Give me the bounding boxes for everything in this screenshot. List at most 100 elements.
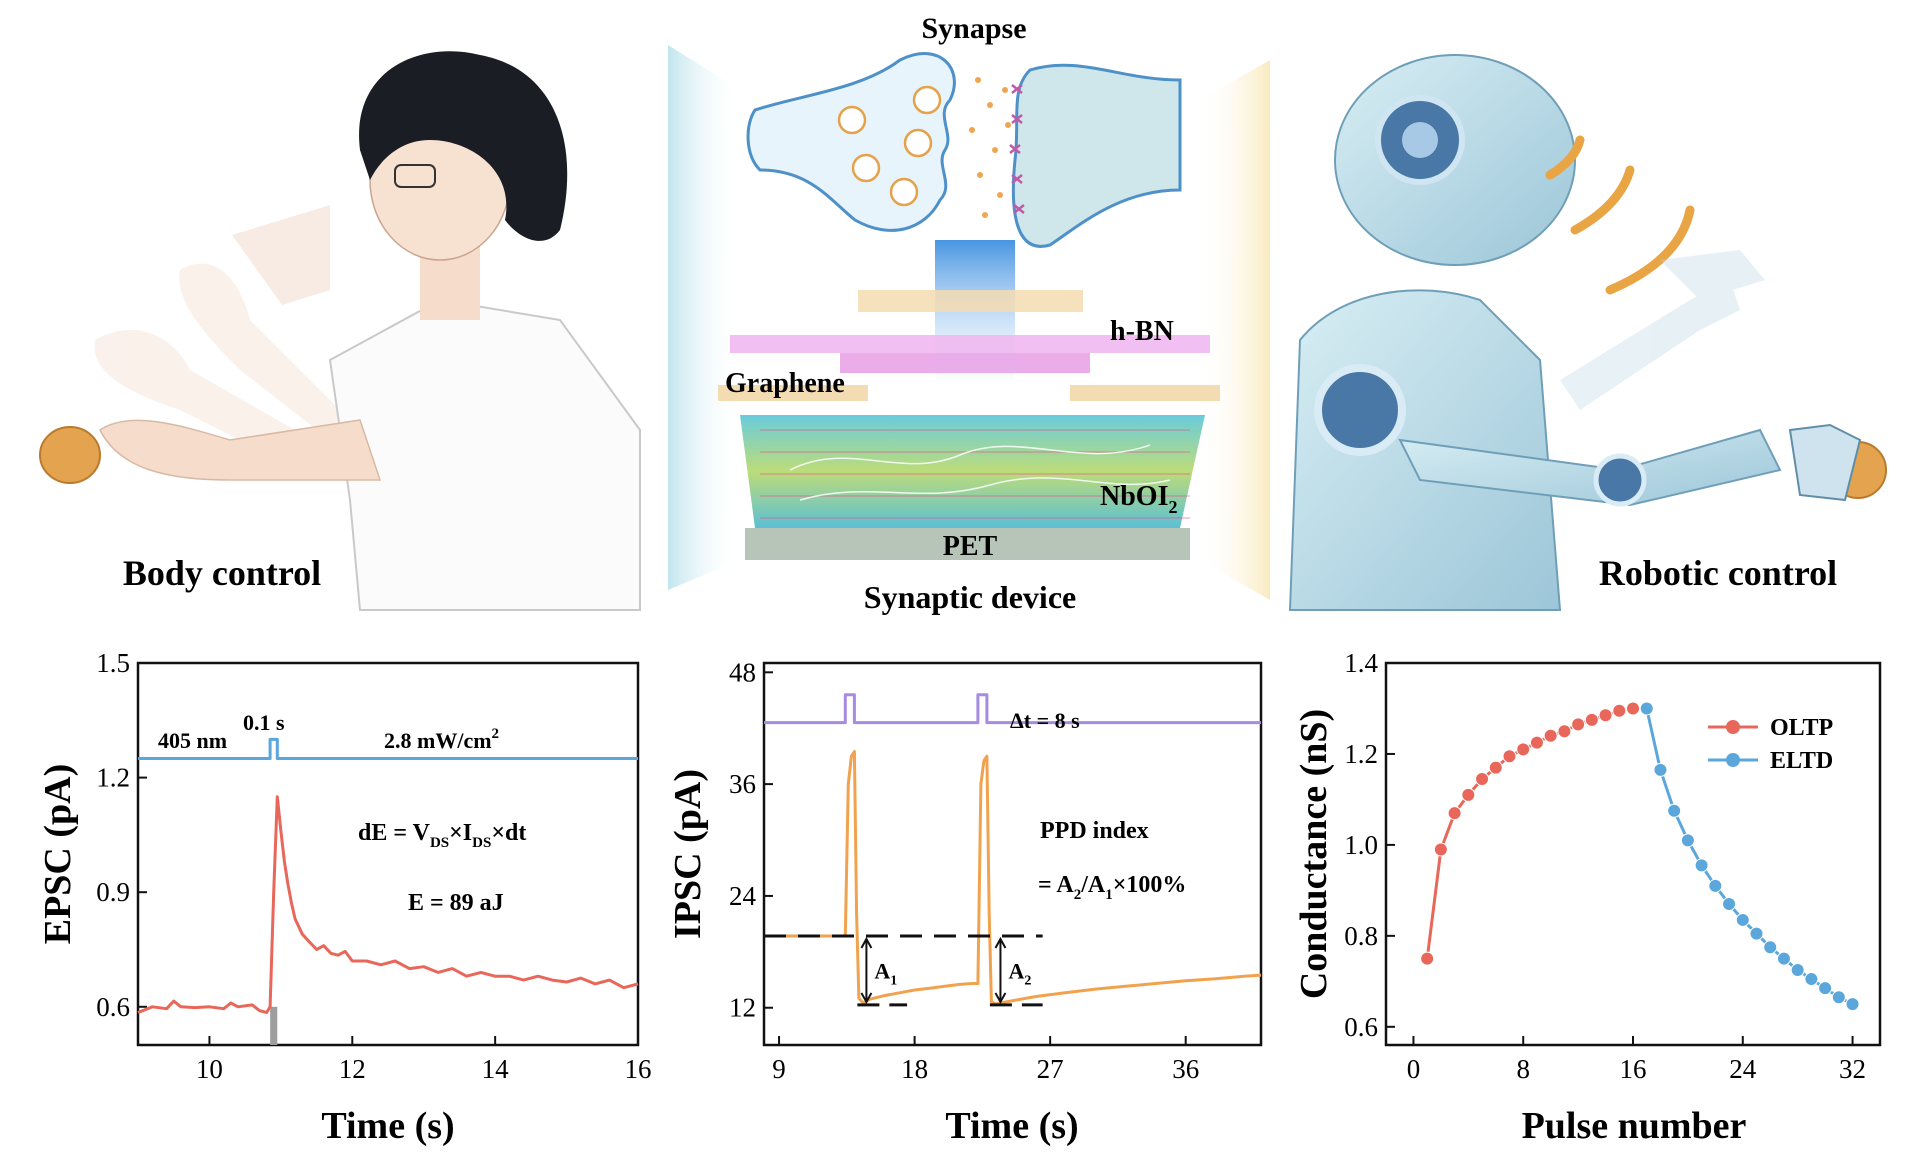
ipsc-a2-arrow-head-bottom (994, 992, 1007, 1004)
epsc-energy: E = 89 aJ (408, 890, 504, 916)
right-panel-robot: Robotic control (1200, 54, 1887, 611)
ipsc-ytick-label: 12 (729, 993, 756, 1023)
cond-ytick-label: 0.8 (1344, 921, 1378, 951)
epsc-duration: 0.1 s (243, 710, 285, 735)
epsc-formula: dE = VDS×IDS×dt (358, 820, 526, 851)
chart-conductance: 0 8 16 24 32 0.6 0.8 1.0 1.2 1.4 Pulse number Con… (1293, 648, 1882, 1147)
ipsc-ytick-label: 24 (729, 881, 757, 911)
epsc-xlabel: Time (s) (321, 1105, 454, 1147)
left-light-beam (668, 45, 740, 590)
cond-ylabel: Conductance (nS) (1293, 709, 1335, 999)
epsc-xtick-label: 14 (482, 1054, 510, 1084)
ipsc-pulse-line (764, 693, 1261, 725)
cond-eltd-point (1763, 940, 1778, 955)
graphene-right (1070, 385, 1220, 401)
epsc-ytick-label: 1.5 (96, 648, 130, 678)
hbn-gate (840, 353, 1090, 373)
cond-eltd-point (1790, 962, 1805, 977)
right-light-beam (1200, 60, 1270, 600)
cond-eltd-point (1735, 912, 1750, 927)
epsc-marks (137, 737, 639, 1045)
cond-oltp-point (1529, 735, 1544, 750)
label-robotic-control: Robotic control (1599, 553, 1837, 593)
ipsc-xtick-label: 9 (772, 1054, 786, 1084)
synaptic-vesicles (837, 85, 942, 207)
cond-eltd-point (1639, 701, 1654, 716)
epsc-ytick-label: 0.9 (96, 877, 130, 907)
receptors (1009, 84, 1025, 214)
cond-xtick-label: 24 (1729, 1054, 1757, 1084)
chart-ipsc: 9 18 27 36 12 24 36 48 Time (s) IPSC (pA) Δt = … (667, 657, 1263, 1147)
glasses-icon (394, 164, 436, 188)
epsc-light-pulse-bar (270, 1006, 278, 1045)
cond-oltp-point (1571, 717, 1586, 732)
cond-xtick-label: 16 (1620, 1054, 1647, 1084)
legend-oltp-marker (1726, 720, 1740, 734)
ipsc-series-line (764, 750, 1262, 1006)
cond-eltd-point (1667, 803, 1682, 818)
cond-eltd-point (1749, 926, 1764, 941)
pet-substrate (745, 528, 1190, 560)
cond-oltp-point (1516, 742, 1531, 757)
epsc-wavelength: 405 nm (158, 728, 227, 753)
ipsc-a1-arrow-head-bottom (860, 992, 873, 1004)
cond-oltp-point (1557, 724, 1572, 739)
ipsc-ytick-label: 48 (729, 657, 756, 687)
chart-epsc: 10 12 14 160.60.91.21.5 Time (s) EPSC (pA) … (37, 648, 652, 1147)
epsc-intensity: 2.8 mW/cm2 (384, 726, 499, 753)
ipsc-ytick-label: 36 (729, 769, 756, 799)
cond-eltd-point (1653, 762, 1668, 777)
cond-xtick-label: 0 (1407, 1054, 1421, 1084)
cond-legend: OLTP ELTD (1708, 715, 1833, 774)
cond-oltp-point (1543, 728, 1558, 743)
label-hbn: h-BN (1110, 316, 1174, 347)
robot-elbow-joint (1593, 453, 1647, 507)
ball-left (39, 426, 101, 484)
epsc-xtick-label: 16 (625, 1054, 652, 1084)
robot-ear-core (1402, 122, 1438, 158)
conduction-paths (789, 444, 1171, 501)
cond-oltp-point (1447, 806, 1462, 821)
cond-oltp-point (1626, 701, 1640, 716)
label-graphene: Graphene (725, 368, 845, 399)
graphene-left (718, 385, 868, 401)
ipsc-a2-label: A2 (1008, 958, 1031, 988)
cond-eltd-point (1818, 981, 1833, 996)
label-nboi2: NbOI2 (1100, 481, 1177, 517)
arm (99, 419, 382, 481)
cond-oltp-point (1420, 951, 1435, 966)
cond-oltp-point (1502, 749, 1517, 764)
robot-shoulder-joint (1314, 364, 1406, 456)
ipsc-a1-label: A1 (874, 958, 897, 988)
cond-ytick-label: 1.4 (1344, 648, 1378, 678)
label-body-control: Body control (123, 553, 321, 593)
cond-eltd-point (1722, 897, 1737, 912)
epsc-xtick-label: 10 (196, 1054, 223, 1084)
ipsc-ppd-formula: = A2/A1×100% (1038, 872, 1186, 903)
label-pet: PET (943, 531, 998, 562)
cond-oltp-point (1488, 760, 1503, 775)
ipsc-marks (764, 693, 1262, 1007)
epsc-pulse-line (138, 737, 638, 760)
legend-oltp-label: OLTP (1770, 715, 1833, 741)
ipsc-ppd-title: PPD index (1040, 818, 1149, 844)
ipsc-plot-frame (762, 661, 1263, 1047)
nboi2-lattice (740, 415, 1205, 528)
hair (359, 51, 568, 241)
robot-hand (1788, 423, 1862, 502)
legend-eltd-label: ELTD (1770, 748, 1833, 774)
sound-wave-1 (1545, 135, 1585, 180)
cond-xlabel: Pulse number (1522, 1105, 1747, 1147)
cond-oltp-point (1584, 712, 1599, 727)
top-electrode (858, 290, 1083, 312)
neurotransmitters (969, 77, 1011, 218)
white-shirt (328, 298, 641, 611)
cond-xtick-label: 8 (1516, 1054, 1530, 1084)
ipsc-xtick-label: 36 (1172, 1054, 1199, 1084)
epsc-series-line (137, 795, 639, 1014)
cond-oltp-point (1433, 842, 1448, 857)
device-title: Synaptic device (864, 579, 1076, 615)
cond-eltd-point (1804, 972, 1819, 987)
cond-marks (1420, 701, 1860, 1012)
